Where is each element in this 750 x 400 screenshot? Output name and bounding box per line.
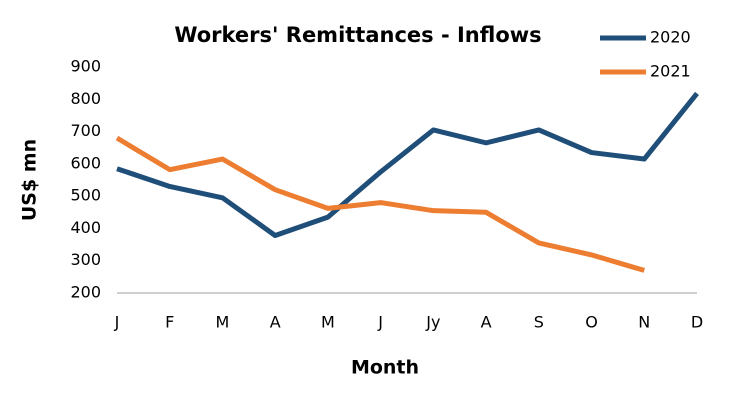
y-tick-label: 300	[70, 250, 101, 269]
y-tick-label: 600	[70, 153, 101, 172]
series-line	[116, 91, 699, 239]
x-tick-label: A	[481, 313, 492, 332]
x-tick-label: A	[270, 313, 281, 332]
x-tick-label: M	[216, 313, 230, 332]
y-tick-label: 900	[70, 57, 101, 76]
y-tick-label: 200	[70, 283, 101, 302]
x-tick-label: Jy	[425, 313, 440, 332]
y-axis-label: US$ mn	[19, 139, 41, 221]
x-tick-label: D	[691, 313, 703, 332]
series-line	[115, 135, 645, 273]
x-tick-label: J	[114, 313, 120, 332]
y-tick-label: 500	[70, 186, 101, 205]
x-tick-label: O	[585, 313, 598, 332]
chart-title: Workers' Remittances - Inflows	[174, 23, 541, 47]
x-tick-label: N	[638, 313, 650, 332]
y-tick-label: 400	[70, 218, 101, 237]
x-tick-label: M	[321, 313, 335, 332]
x-tick-label: F	[165, 313, 174, 332]
x-axis-label: Month	[351, 357, 419, 379]
legend-label: 2020	[650, 28, 691, 47]
x-tick-label: J	[377, 313, 383, 332]
legend-label: 2021	[650, 62, 691, 81]
y-tick-label: 700	[70, 121, 101, 140]
y-tick-label: 800	[70, 89, 101, 108]
x-tick-label: S	[534, 313, 544, 332]
